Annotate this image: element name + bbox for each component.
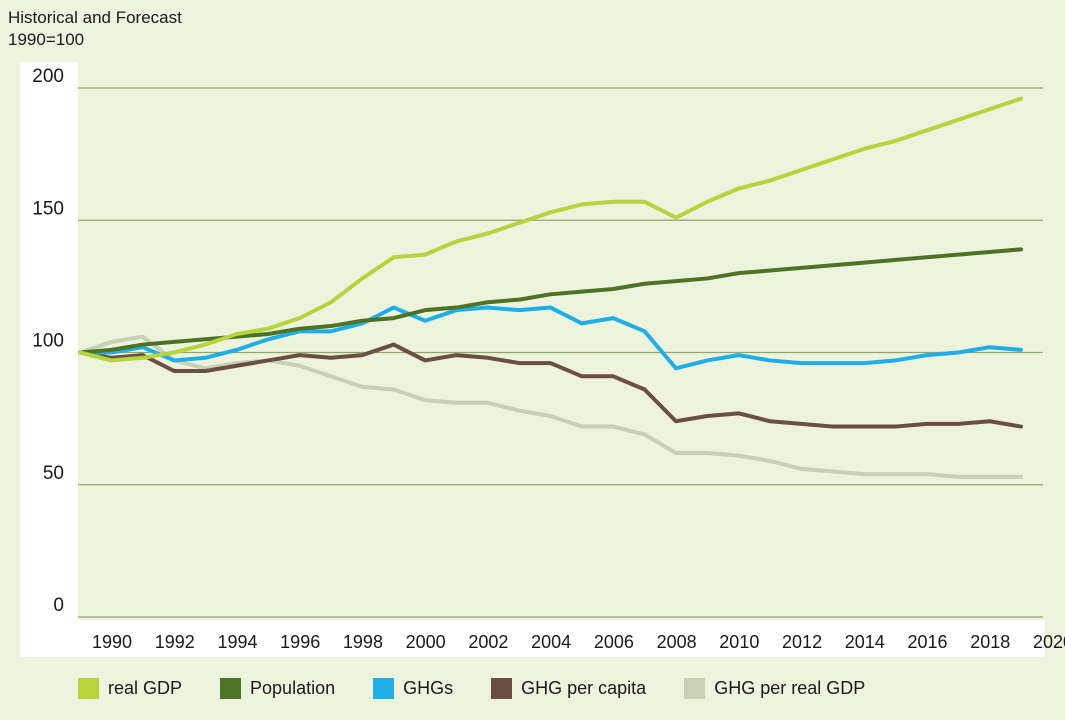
legend-item-real-gdp: real GDP [78,678,182,699]
x-tick-label: 2012 [782,632,822,652]
legend-label-real-gdp: real GDP [108,678,183,698]
series-line-real-gdp [78,96,1023,363]
legend-label-population: Population [250,678,336,698]
series-line-ghgs [78,305,1023,371]
x-tick-label: 2004 [531,632,571,652]
y-tick-label: 50 [43,463,64,484]
legend-label-ghg-per-real-gdp: GHG per real GDP [714,678,866,698]
legend-swatch-ghg-per-capita [491,678,513,699]
x-tick-label: 2016 [908,632,948,652]
legend-swatch-real-gdp [78,678,99,699]
x-tick-label: 2010 [719,632,759,652]
series-line-population [78,247,1023,355]
x-tick-label: 2008 [657,632,697,652]
chart-header: Historical and Forecast 1990=100 [8,7,182,51]
x-tick-label: 2014 [845,632,885,652]
x-tick-label: 2020 [1033,632,1065,652]
legend-item-ghg-per-real-gdp: GHG per real GDP [684,678,865,699]
series-line-ghg-per-capita [78,342,1023,429]
series-line-ghg-per-real-gdp [78,334,1023,479]
legend-swatch-population [220,678,242,699]
legend-item-ghgs: GHGs [373,678,453,699]
plot-area [78,62,1045,620]
legend-item-population: Population [220,678,335,699]
x-tick-label: 1990 [92,632,132,652]
x-tick-label: 1992 [155,632,195,652]
x-tick-label: 1996 [280,632,320,652]
x-tick-label: 2000 [406,632,446,652]
x-tick-label: 2002 [468,632,508,652]
y-tick-label: 200 [32,66,64,87]
chart-title: Historical and Forecast [8,8,182,27]
x-tick-label: 1994 [217,632,257,652]
legend-item-ghg-per-capita: GHG per capita [491,678,646,699]
x-tick-label: 1998 [343,632,383,652]
x-tick-label: 2006 [594,632,634,652]
y-tick-label: 100 [32,331,64,352]
x-tick-label: 2018 [970,632,1010,652]
chart-subtitle: 1990=100 [8,30,85,49]
legend-swatch-ghg-per-real-gdp [684,678,706,699]
chart-legend: real GDP Population GHGs GHG per capita … [78,678,903,699]
legend-label-ghg-per-capita: GHG per capita [521,678,647,698]
y-tick-label: 0 [53,595,64,616]
y-tick-label: 150 [32,198,64,219]
legend-label-ghgs: GHGs [403,678,454,698]
legend-swatch-ghgs [373,678,395,699]
